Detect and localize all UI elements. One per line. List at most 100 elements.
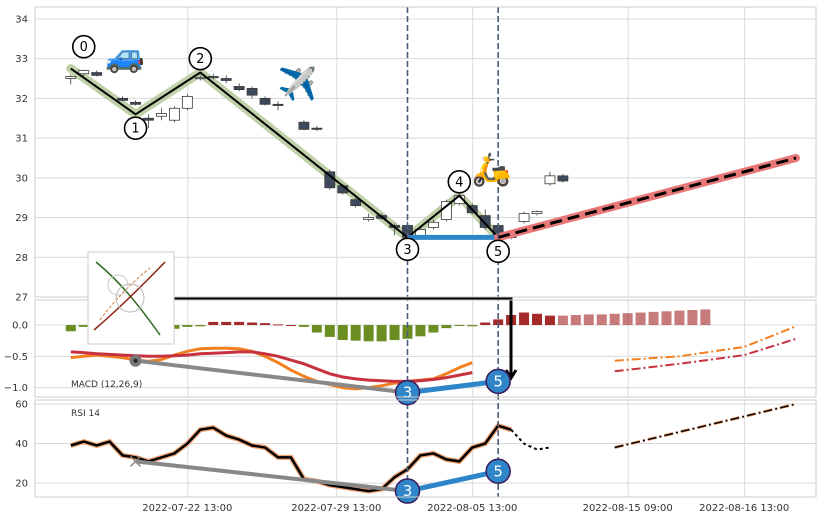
histogram-bar xyxy=(415,325,426,337)
histogram-bar xyxy=(519,312,530,326)
candle-down xyxy=(259,97,271,105)
histogram-bar xyxy=(376,325,387,342)
histogram-bar xyxy=(428,325,439,333)
histogram-bar xyxy=(247,322,258,326)
histogram-bar xyxy=(78,325,89,327)
histogram-bar xyxy=(674,310,685,326)
rsi-support xyxy=(406,468,499,494)
candle-up xyxy=(544,175,556,185)
macd-divergence xyxy=(135,358,408,395)
macd-support xyxy=(407,378,499,396)
candle-down xyxy=(350,199,362,207)
pivot-label: 3 xyxy=(403,243,411,258)
candle-up xyxy=(156,113,167,117)
candle-down xyxy=(324,171,336,189)
connector-line xyxy=(174,296,513,378)
x-tick-label: 2022-08-16 13:00 xyxy=(699,503,789,514)
candle-up xyxy=(65,76,77,79)
y-tick-label: 28 xyxy=(15,253,28,264)
candle-down xyxy=(557,175,569,182)
histogram-bar xyxy=(648,311,659,326)
y-tick-label: −0.5 xyxy=(4,352,28,363)
histogram-bar xyxy=(208,321,219,326)
rsi-divergence-marker xyxy=(130,455,142,467)
indicator-lines xyxy=(70,325,797,494)
blue-marker-label: 3 xyxy=(403,482,413,500)
y-tick-label: 27 xyxy=(15,293,28,304)
candle-up xyxy=(363,217,375,220)
pivot-circle xyxy=(188,46,213,71)
x-tick-label: 2022-07-29 13:00 xyxy=(291,503,381,514)
rsi-divergence xyxy=(135,459,408,494)
histogram-bar xyxy=(389,325,400,341)
inset-ring xyxy=(115,283,145,313)
emoji-marker: ✈️ xyxy=(278,64,318,102)
histogram-bar xyxy=(65,325,76,332)
histogram-bar xyxy=(311,325,322,333)
y-tick-label: 33 xyxy=(15,54,28,65)
histogram-bar xyxy=(324,325,335,337)
histogram-bar xyxy=(363,325,374,342)
blue-marker-label: 3 xyxy=(403,384,413,402)
histogram-bar xyxy=(350,325,361,341)
histogram-bar xyxy=(182,325,193,327)
y-tick-label: −1.0 xyxy=(4,383,28,394)
emoji-marker: 🚙 xyxy=(105,37,145,75)
y-tick-label: 30 xyxy=(15,173,28,184)
histogram-bar xyxy=(532,313,542,326)
candle-down xyxy=(143,117,154,121)
macd-label: MACD (12,26,9) xyxy=(71,380,142,390)
candle-down xyxy=(207,76,219,79)
y-tick-label: 20 xyxy=(15,479,28,490)
rsi-line xyxy=(70,424,512,493)
histogram-bar xyxy=(544,315,555,326)
candle-up xyxy=(181,95,193,109)
x-tick-label: 2022-07-22 13:00 xyxy=(142,503,232,514)
price-path xyxy=(70,67,499,239)
macd-divergence-dot-core xyxy=(133,358,138,363)
histogram-bar xyxy=(260,323,271,326)
candle-up xyxy=(518,213,530,222)
inset-curve-orange xyxy=(99,267,151,321)
x-tick-label: 2022-08-05 13:00 xyxy=(427,503,517,514)
blue-marker-label: 5 xyxy=(493,372,503,390)
pivot-label: 2 xyxy=(196,52,204,67)
x-tick-label: 2022-08-15 09:00 xyxy=(583,503,673,514)
y-tick-label: 34 xyxy=(15,14,28,25)
pivot-circle xyxy=(123,116,148,140)
annotations: 0 1 2 3 4 5 🚙 ✈️ 🛵 3 5 3 5 xyxy=(71,7,518,504)
pivot-label: 0 xyxy=(80,40,88,55)
histogram-bar xyxy=(661,311,672,326)
histogram-bar xyxy=(480,322,491,326)
macd-forecast xyxy=(614,325,797,362)
panel-frame-rsi xyxy=(34,399,817,498)
inset-curve-red xyxy=(93,261,166,331)
y-tick-label: 0.0 xyxy=(12,321,28,332)
histogram-bar xyxy=(195,325,206,327)
inset-ring-small xyxy=(107,274,129,296)
pivot-circle xyxy=(71,34,96,59)
histogram-bar xyxy=(337,325,348,341)
pivot-circle xyxy=(447,169,472,194)
candle-up xyxy=(427,221,439,228)
blue-marker-label: 5 xyxy=(493,462,503,480)
pivot-circle xyxy=(395,237,420,262)
panel-frames: MACD (12,26,9) RSI 14 xyxy=(34,6,817,498)
pivot-label: 4 xyxy=(455,175,463,190)
histogram-bar xyxy=(700,309,711,326)
panel-frame-price xyxy=(34,6,817,298)
histogram-bar xyxy=(635,312,646,326)
rsi-forecast xyxy=(614,403,797,449)
forecast-line xyxy=(497,156,797,239)
candle-down xyxy=(246,88,258,96)
rsi-label: RSI 14 xyxy=(71,409,100,419)
histogram-bar xyxy=(557,315,568,326)
candle-down xyxy=(130,101,141,105)
histogram-bar xyxy=(285,325,296,327)
histogram-bar xyxy=(221,321,232,326)
candle-down xyxy=(233,86,245,91)
y-tick-label: 31 xyxy=(15,134,28,145)
candle-down xyxy=(117,97,128,101)
histogram-bar xyxy=(687,310,698,326)
blue-marker xyxy=(394,379,421,406)
